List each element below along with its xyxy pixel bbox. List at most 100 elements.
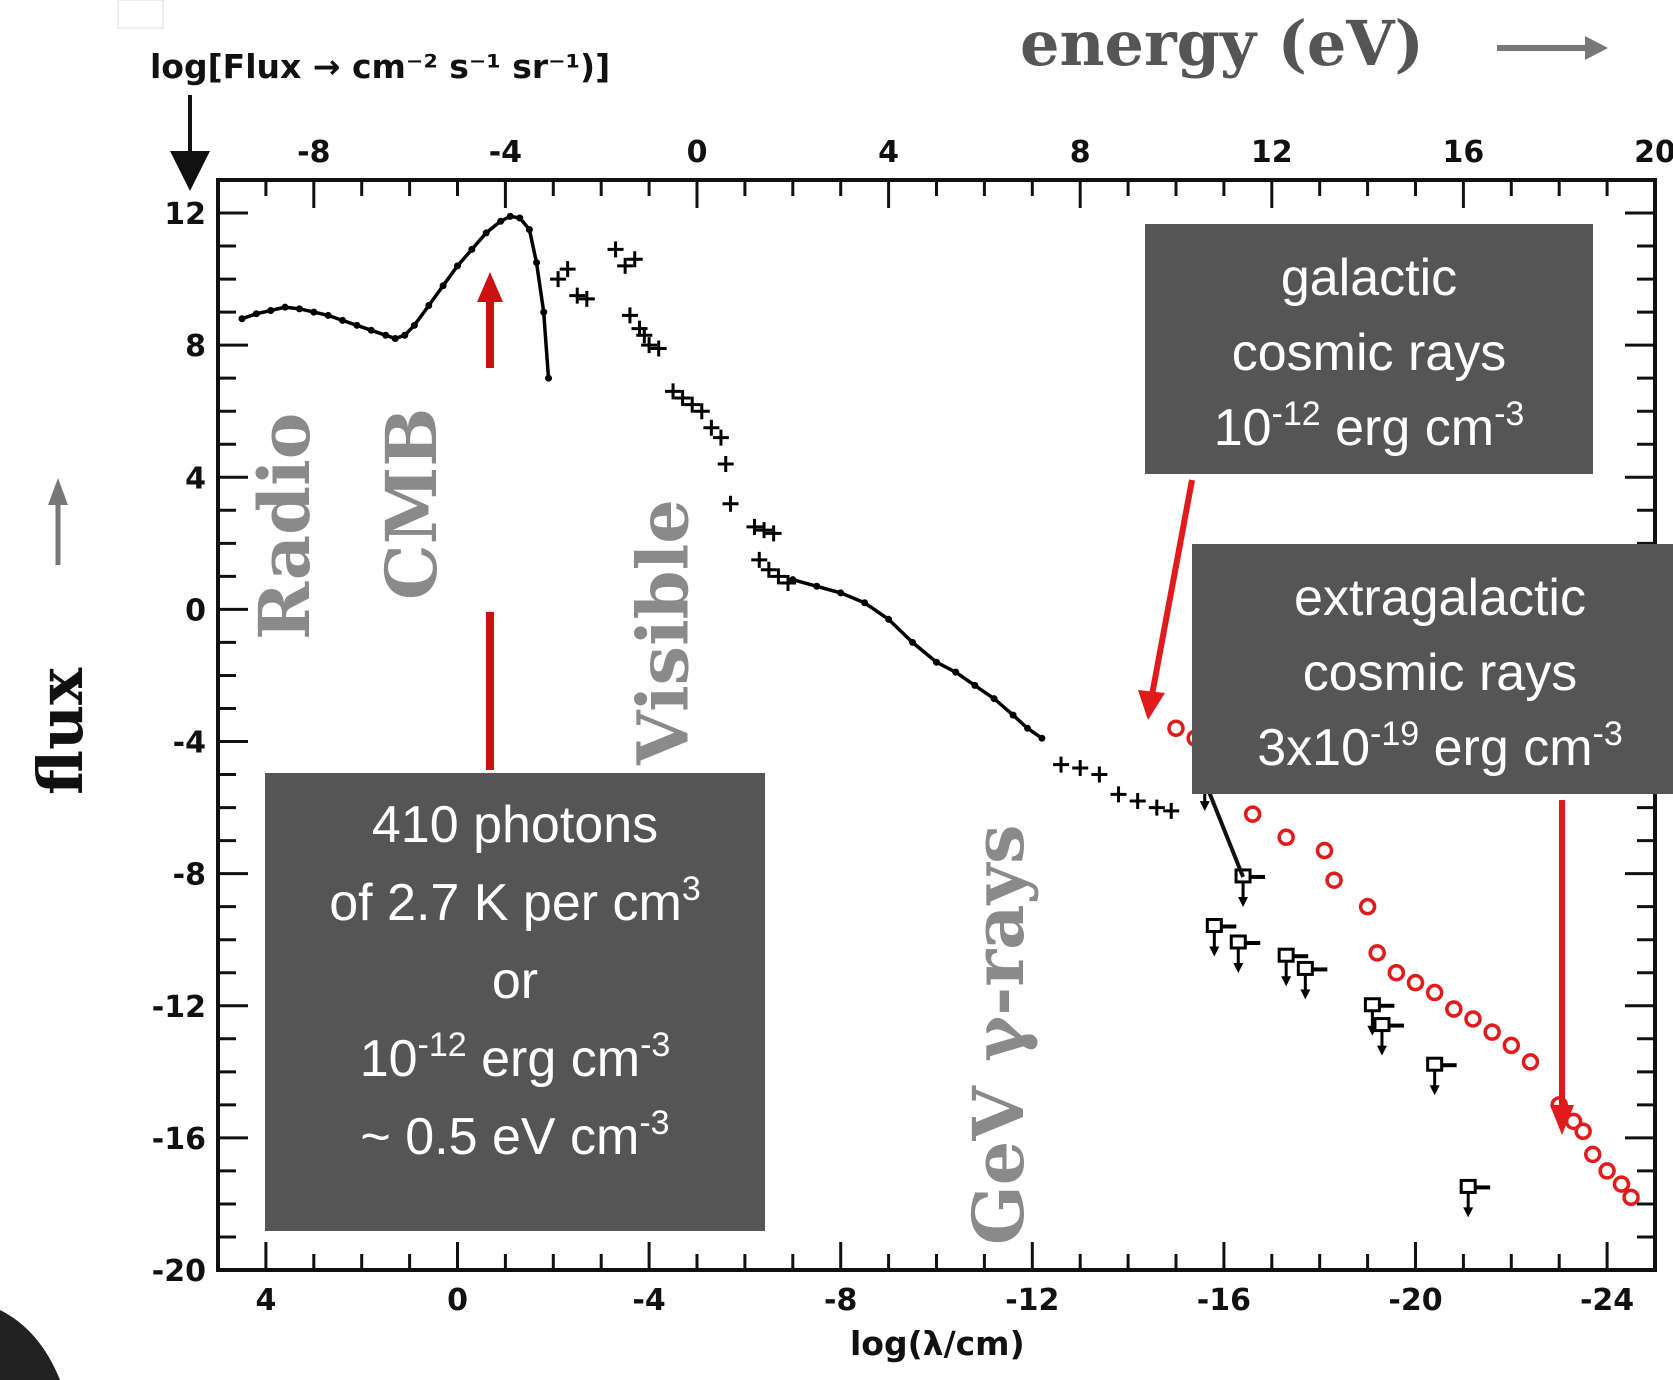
data-point xyxy=(391,335,399,343)
series-0 xyxy=(238,212,553,382)
data-point xyxy=(281,303,289,311)
cosmic-ray-point xyxy=(1277,828,1295,847)
data-point xyxy=(1053,756,1070,773)
series-1 xyxy=(550,241,797,591)
upper-limit-point xyxy=(1205,917,1223,933)
data-point xyxy=(482,229,490,237)
bottom-axis-title: log(λ/cm) xyxy=(850,1324,1025,1363)
box-line: 10-12 erg cm-3 xyxy=(360,1026,671,1088)
data-point xyxy=(746,518,763,535)
top-tick-label: -4 xyxy=(489,135,522,170)
upper-limit-arrowhead xyxy=(1429,1085,1440,1096)
data-point xyxy=(497,217,505,225)
y-tick-label: -16 xyxy=(152,1122,206,1157)
corner-decoration xyxy=(0,1310,60,1380)
data-point xyxy=(468,245,476,253)
box-line: of 2.7 K per cm3 xyxy=(329,870,701,932)
data-point xyxy=(674,390,691,406)
bottom-tick-label: 0 xyxy=(447,1283,468,1318)
data-point xyxy=(1091,766,1108,783)
data-point xyxy=(353,321,361,329)
data-point xyxy=(756,522,773,539)
data-point xyxy=(885,615,893,623)
series-line xyxy=(792,578,1043,740)
y-tick-label: -12 xyxy=(152,990,206,1025)
y-tick-label: 12 xyxy=(164,197,206,232)
data-point xyxy=(425,302,433,310)
data-point xyxy=(621,307,638,324)
top-tick-label: 0 xyxy=(687,135,708,170)
cosmic-ray-point xyxy=(1574,1122,1592,1141)
series-2 xyxy=(789,576,1046,742)
cmb-energy-box: 410 photons of 2.7 K per cm3 or 10-12 erg c… xyxy=(265,773,765,1231)
data-point xyxy=(339,316,347,324)
data-point xyxy=(454,262,461,270)
data-point xyxy=(310,308,318,316)
cosmic-ray-point xyxy=(1368,944,1386,962)
band-label: Radio xyxy=(243,413,326,640)
bottom-tick-label: -8 xyxy=(824,1283,857,1318)
data-point xyxy=(1129,792,1146,809)
cosmic-ray-point xyxy=(1612,1175,1631,1193)
top-tick-label: 20 xyxy=(1634,135,1673,170)
box-line: 10-12 erg cm-3 xyxy=(1214,395,1525,457)
data-point xyxy=(717,456,734,473)
cmb-arrow xyxy=(477,272,503,770)
upper-limit-point xyxy=(1363,997,1381,1013)
cosmic-ray-point xyxy=(1315,841,1334,860)
series-4 xyxy=(1196,772,1491,1218)
data-point xyxy=(665,383,682,400)
cosmic-ray-point xyxy=(1387,963,1406,982)
upper-limit-point xyxy=(1459,1178,1477,1194)
upper-limit-arrowhead xyxy=(1463,1207,1474,1218)
bottom-tick-label: -16 xyxy=(1197,1283,1251,1318)
data-point xyxy=(751,551,768,568)
data-point xyxy=(545,374,553,382)
data-point xyxy=(650,340,667,357)
cosmic-ray-point xyxy=(1406,973,1425,992)
bottom-tick-label: -12 xyxy=(1005,1283,1059,1318)
data-point xyxy=(1110,786,1127,803)
data-point xyxy=(952,668,960,676)
upper-limit-point xyxy=(1373,1017,1391,1033)
data-point xyxy=(837,589,845,597)
data-point xyxy=(367,326,375,334)
y-tick-label: -20 xyxy=(152,1254,206,1289)
extragalactic-cr-box: extragalactic cosmic rays 3x10-19 erg cm-3 xyxy=(1192,544,1673,794)
data-point xyxy=(693,403,710,420)
data-point xyxy=(617,257,634,274)
box-line: 410 photons xyxy=(372,796,658,854)
galactic-cr-box: galactic cosmic rays 10-12 erg cm-3 xyxy=(1145,224,1593,474)
data-point xyxy=(1163,802,1180,819)
cosmic-ray-point xyxy=(1598,1162,1616,1180)
corner-box xyxy=(117,0,164,29)
upper-limit-arrowhead xyxy=(1233,963,1244,973)
cosmic-ray-point xyxy=(1483,1023,1501,1041)
cosmic-ray-point xyxy=(1521,1053,1540,1071)
data-point xyxy=(559,261,576,278)
data-point xyxy=(813,582,821,590)
cosmic-ray-point xyxy=(1622,1188,1640,1207)
box-line: ~ 0.5 eV cm-3 xyxy=(360,1104,669,1166)
bottom-tick-label: -24 xyxy=(1580,1283,1634,1318)
data-point xyxy=(641,337,658,354)
data-point xyxy=(252,310,260,318)
cosmic-ray-point xyxy=(1325,871,1343,889)
data-point xyxy=(770,568,787,585)
series-layer xyxy=(238,212,1640,1218)
data-point xyxy=(238,315,246,323)
galactic-arrow xyxy=(1138,479,1195,720)
data-point xyxy=(401,331,409,339)
data-point xyxy=(324,311,332,319)
box-line: or xyxy=(492,952,538,1010)
box-line: extragalactic xyxy=(1294,569,1586,627)
cosmic-ray-point xyxy=(1167,719,1185,738)
data-point xyxy=(267,306,275,314)
bottom-tick-label: 4 xyxy=(255,1283,276,1318)
top-tick-label: 16 xyxy=(1443,135,1485,170)
y-tick-label: -4 xyxy=(173,726,206,761)
top-tick-labels: -8 -4 0 4 8 12 16 20 xyxy=(297,135,1673,170)
bottom-tick-label: -20 xyxy=(1388,1283,1442,1318)
cosmic-ray-point xyxy=(1464,1010,1482,1028)
